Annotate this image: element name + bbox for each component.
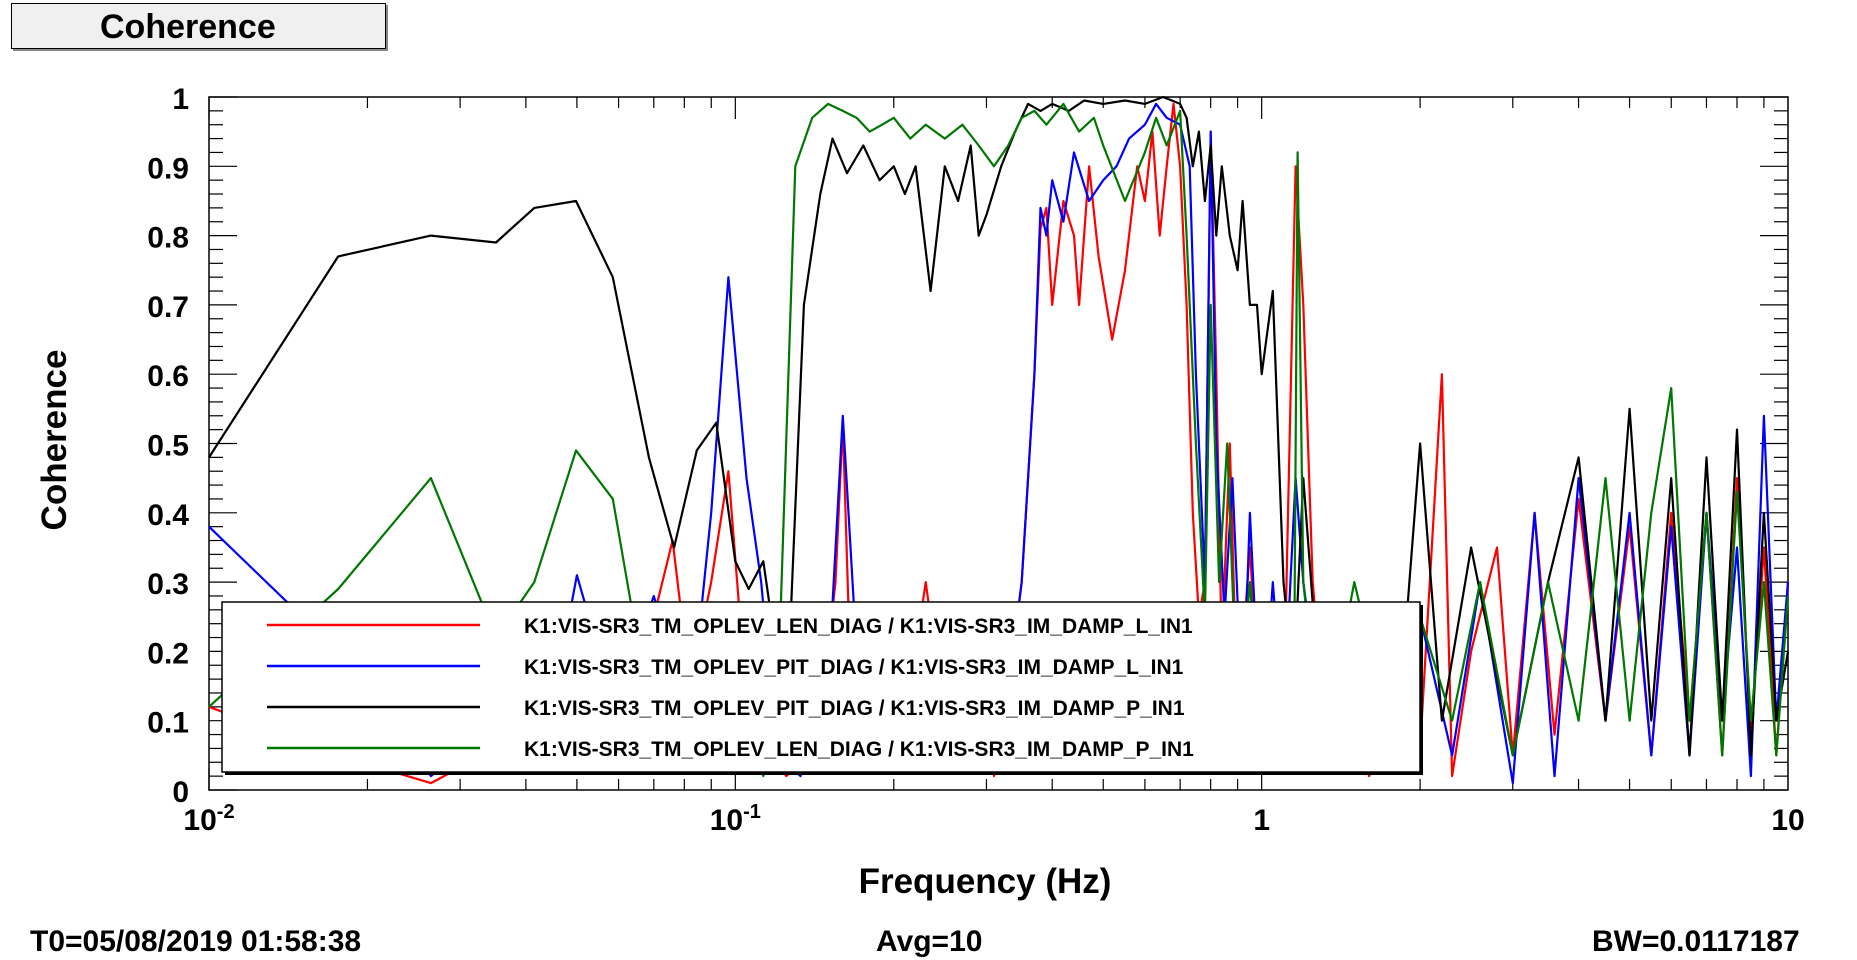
y-tick-label: 0.3 [147, 568, 189, 601]
y-tick-label: 0.8 [147, 222, 189, 255]
footer-avg: Avg=10 [876, 925, 983, 958]
y-tick-label: 0.1 [147, 707, 189, 740]
legend-box [221, 601, 1421, 773]
y-tick-label: 0.4 [147, 499, 189, 532]
legend-label: K1:VIS-SR3_TM_OPLEV_PIT_DIAG / K1:VIS-SR… [524, 656, 1184, 679]
y-axis-label: Coherence [35, 350, 74, 531]
y-tick-label: 0 [172, 776, 189, 809]
footer-t0: T0=05/08/2019 01:58:38 [30, 925, 362, 958]
y-tick-label: 0.2 [147, 637, 189, 670]
x-tick-label: 10 [1771, 804, 1804, 837]
x-tick-label: 1 [1253, 804, 1270, 837]
y-tick-label: 0.9 [147, 152, 189, 185]
y-tick-label: 0.6 [147, 360, 189, 393]
y-tick-label: 0.5 [147, 430, 189, 463]
y-tick-label: 1 [172, 83, 189, 116]
x-tick-label: 10-2 [183, 801, 234, 837]
legend: K1:VIS-SR3_TM_OPLEV_LEN_DIAG / K1:VIS-SR… [221, 601, 1423, 775]
legend-label: K1:VIS-SR3_TM_OPLEV_LEN_DIAG / K1:VIS-SR… [524, 615, 1193, 638]
footer-bw: BW=0.0117187 [1592, 925, 1800, 958]
chart-title-box: Coherence [11, 3, 386, 49]
legend-label: K1:VIS-SR3_TM_OPLEV_LEN_DIAG / K1:VIS-SR… [524, 738, 1194, 761]
y-tick-label: 0.7 [147, 291, 189, 324]
x-tick-label: 10-1 [710, 801, 761, 837]
x-axis-label: Frequency (Hz) [859, 862, 1112, 901]
legend-label: K1:VIS-SR3_TM_OPLEV_PIT_DIAG / K1:VIS-SR… [524, 697, 1185, 720]
